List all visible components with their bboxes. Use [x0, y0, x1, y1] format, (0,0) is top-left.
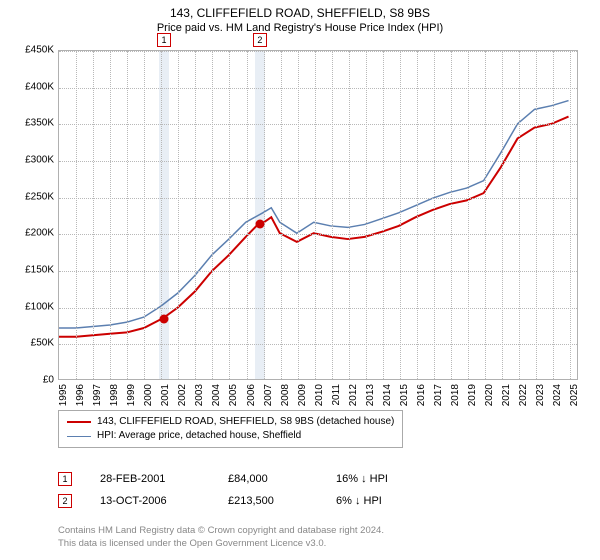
gridline — [76, 51, 77, 379]
data-point-marker — [160, 315, 169, 324]
legend-swatch — [67, 436, 91, 437]
row-price: £213,500 — [228, 495, 308, 507]
chart-subtitle: Price paid vs. HM Land Registry's House … — [0, 20, 600, 40]
row-hpi: 6% ↓ HPI — [336, 495, 426, 507]
y-axis-label: £50K — [31, 338, 54, 349]
x-axis-label: 2016 — [416, 384, 427, 424]
gridline — [485, 51, 486, 379]
footer-line: Contains HM Land Registry data © Crown c… — [58, 524, 384, 537]
band-marker-box: 2 — [253, 33, 267, 47]
y-axis-label: £0 — [43, 375, 54, 386]
legend-label: HPI: Average price, detached house, Shef… — [97, 429, 301, 443]
gridline — [144, 51, 145, 379]
y-axis-label: £200K — [25, 228, 54, 239]
gridline — [570, 51, 571, 379]
y-axis-label: £350K — [25, 118, 54, 129]
gridline — [110, 51, 111, 379]
gridline — [383, 51, 384, 379]
gridline — [59, 124, 577, 125]
x-axis-label: 2023 — [535, 384, 546, 424]
x-axis-label: 2021 — [501, 384, 512, 424]
gridline — [195, 51, 196, 379]
gridline — [468, 51, 469, 379]
gridline — [451, 51, 452, 379]
legend-item: 143, CLIFFEFIELD ROAD, SHEFFIELD, S8 9BS… — [67, 415, 394, 429]
gridline — [315, 51, 316, 379]
legend-item: HPI: Average price, detached house, Shef… — [67, 429, 394, 443]
gridline — [229, 51, 230, 379]
row-price: £84,000 — [228, 473, 308, 485]
x-axis-label: 2025 — [569, 384, 580, 424]
gridline — [434, 51, 435, 379]
gridline — [264, 51, 265, 379]
gridline — [59, 51, 577, 52]
row-date: 28-FEB-2001 — [100, 473, 200, 485]
y-axis-label: £400K — [25, 81, 54, 92]
y-axis-label: £250K — [25, 191, 54, 202]
x-axis-label: 2022 — [518, 384, 529, 424]
x-axis-label: 2020 — [484, 384, 495, 424]
footer: Contains HM Land Registry data © Crown c… — [58, 524, 384, 550]
y-axis-label: £450K — [25, 45, 54, 56]
chart-area: 12 £0 £50K £100K £150K £200K £250K £300K £350K £… — [0, 40, 600, 430]
gridline — [281, 51, 282, 379]
gridline — [366, 51, 367, 379]
x-axis-label: 2018 — [450, 384, 461, 424]
gridline — [59, 234, 577, 235]
gridline — [502, 51, 503, 379]
plot-area: 12 — [58, 50, 578, 380]
gridline — [127, 51, 128, 379]
gridline — [332, 51, 333, 379]
footer-line: This data is licensed under the Open Gov… — [58, 537, 384, 550]
gridline — [212, 51, 213, 379]
gridline — [400, 51, 401, 379]
y-axis-label: £300K — [25, 155, 54, 166]
x-axis-label: 2024 — [552, 384, 563, 424]
gridline — [59, 344, 577, 345]
gridline — [59, 161, 577, 162]
gridline — [59, 88, 577, 89]
gridline — [161, 51, 162, 379]
data-point-marker — [255, 220, 264, 229]
gridline — [349, 51, 350, 379]
x-axis-label: 2017 — [433, 384, 444, 424]
gridline — [93, 51, 94, 379]
gridline — [59, 308, 577, 309]
gridline — [519, 51, 520, 379]
legend: 143, CLIFFEFIELD ROAD, SHEFFIELD, S8 9BS… — [58, 410, 403, 448]
data-table: 1 28-FEB-2001 £84,000 16% ↓ HPI 2 13-OCT… — [58, 468, 578, 512]
gridline — [247, 51, 248, 379]
gridline — [298, 51, 299, 379]
legend-swatch — [67, 421, 91, 423]
row-hpi: 16% ↓ HPI — [336, 473, 426, 485]
gridline — [178, 51, 179, 379]
gridline — [536, 51, 537, 379]
table-row: 1 28-FEB-2001 £84,000 16% ↓ HPI — [58, 468, 578, 490]
gridline — [59, 198, 577, 199]
gridline — [417, 51, 418, 379]
row-date: 13-OCT-2006 — [100, 495, 200, 507]
x-axis-label: 2019 — [467, 384, 478, 424]
line-svg — [59, 51, 577, 379]
legend-label: 143, CLIFFEFIELD ROAD, SHEFFIELD, S8 9BS… — [97, 415, 394, 429]
band-marker-box: 1 — [157, 33, 171, 47]
gridline — [59, 271, 577, 272]
chart-title: 143, CLIFFEFIELD ROAD, SHEFFIELD, S8 9BS — [0, 0, 600, 20]
row-marker-box: 2 — [58, 494, 72, 508]
y-axis-label: £150K — [25, 265, 54, 276]
gridline — [553, 51, 554, 379]
table-row: 2 13-OCT-2006 £213,500 6% ↓ HPI — [58, 490, 578, 512]
row-marker-box: 1 — [58, 472, 72, 486]
y-axis-label: £100K — [25, 301, 54, 312]
